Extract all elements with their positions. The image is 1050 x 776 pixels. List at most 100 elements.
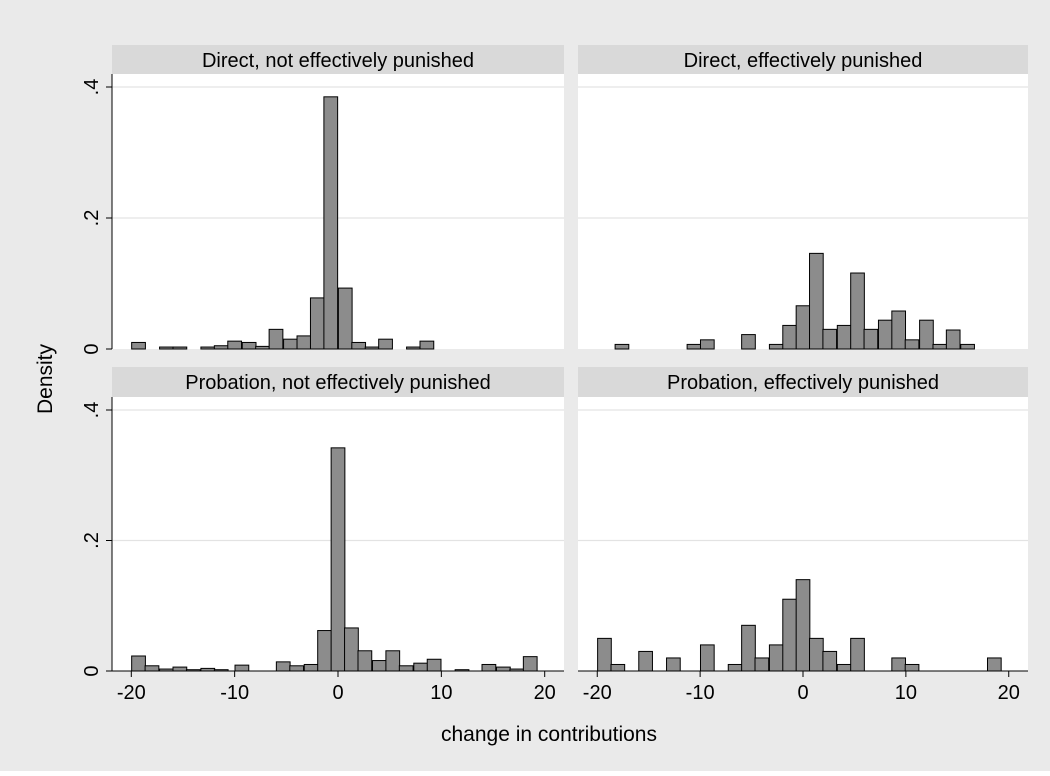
x-tick-label: -10	[686, 682, 715, 704]
histogram-bar	[919, 319, 934, 350]
histogram-bar	[371, 660, 387, 672]
histogram-bar	[782, 598, 797, 672]
histogram-bar	[610, 663, 626, 672]
histogram-bar	[891, 310, 907, 350]
histogram-bar	[822, 328, 838, 350]
facet-strip	[578, 45, 1028, 74]
y-tick-label: .4	[81, 402, 103, 419]
x-tick-label: 10	[895, 682, 917, 704]
histogram-bar	[795, 305, 811, 350]
y-tick-label: .4	[81, 79, 103, 96]
histogram-bar	[283, 338, 298, 350]
histogram-bar	[309, 297, 325, 350]
histogram-bar	[406, 346, 421, 350]
plot-area	[578, 74, 1028, 349]
histogram-bar	[419, 340, 435, 350]
histogram-bar	[144, 665, 160, 672]
x-tick-label: 20	[534, 682, 556, 704]
facet-panel-1: Direct, not effectively punished 0 .2 .4	[81, 45, 564, 355]
histogram-bar	[782, 324, 797, 350]
histogram-bar	[960, 343, 975, 350]
histogram-bar	[666, 657, 681, 672]
histogram-bar	[904, 663, 920, 672]
facet-panel-4: Probation, effectively punished -20 -10 0 10…	[578, 367, 1028, 704]
histogram-bar	[809, 637, 824, 672]
facet-title: Direct, not effectively punished	[202, 50, 474, 72]
y-tick-label: .2	[81, 210, 103, 227]
x-axis-label: change in contributions	[441, 723, 657, 746]
histogram-bar	[945, 329, 961, 350]
histogram-bar	[686, 343, 702, 350]
y-tick-label: 0	[81, 665, 103, 676]
facet-title: Probation, effectively punished	[667, 372, 939, 394]
histogram-bar	[159, 346, 174, 350]
histogram-bar	[891, 657, 907, 672]
histogram-bar	[741, 624, 756, 672]
y-tick-label: .2	[81, 532, 103, 549]
histogram-bar	[131, 341, 146, 350]
histogram-bar	[385, 650, 401, 672]
histogram-bar	[836, 324, 852, 350]
histogram-bar	[289, 665, 305, 672]
x-tick-label: -10	[220, 682, 249, 704]
x-tick-label: 10	[430, 682, 452, 704]
facet-strip	[112, 367, 564, 397]
histogram-bar	[296, 335, 312, 350]
facet-strip	[112, 45, 564, 74]
histogram-bar	[131, 655, 146, 672]
x-tick-label: 0	[797, 682, 808, 704]
histogram-bar	[344, 627, 359, 672]
histogram-bar	[522, 656, 538, 672]
histogram-bar	[809, 252, 824, 350]
facet-panel-2: Direct, effectively punished	[578, 45, 1028, 350]
histogram-bar	[836, 663, 852, 672]
histogram-bar	[850, 272, 865, 350]
x-tick-label: -20	[117, 682, 146, 704]
histogram-bar	[986, 657, 1002, 672]
facet-strip	[578, 367, 1028, 397]
histogram-bar	[741, 334, 756, 350]
histogram-bar	[398, 665, 414, 672]
histogram-bar	[863, 328, 879, 350]
facet-title: Direct, effectively punished	[684, 50, 923, 72]
histogram-bar	[699, 644, 715, 672]
panels-layer: Direct, not effectively punished 0 .2 .4 Dir…	[81, 45, 1028, 704]
histogram-bar	[597, 637, 612, 672]
histogram-bar	[768, 644, 784, 672]
histogram-bar	[378, 338, 393, 350]
x-tick-label: 0	[332, 682, 343, 704]
histogram-bar	[822, 650, 838, 672]
y-axis-label: Density	[34, 343, 57, 414]
histogram-bar	[172, 666, 188, 672]
histogram-bar	[303, 663, 319, 672]
histogram-bar	[364, 346, 380, 350]
facet-title: Probation, not effectively punished	[185, 372, 490, 394]
histogram-bar	[268, 328, 284, 350]
histogram-bar	[323, 96, 339, 350]
histogram-bar	[413, 662, 429, 672]
histogram-bar	[241, 341, 257, 350]
histogram-bar	[330, 447, 346, 672]
histogram-bar	[932, 343, 948, 350]
histogram-bar	[768, 343, 784, 350]
x-tick-label: 20	[998, 682, 1020, 704]
histogram-bar	[234, 664, 250, 672]
histogram-bar	[255, 345, 270, 350]
x-tick-label: -20	[583, 682, 612, 704]
histogram-bar	[351, 341, 367, 350]
histogram-bar	[638, 650, 653, 672]
histogram-bar	[337, 287, 353, 350]
histogram-bar	[317, 630, 332, 672]
histogram-bar	[172, 346, 188, 350]
histogram-bar	[877, 319, 893, 350]
histogram-bar	[699, 339, 715, 350]
facet-panel-3: Probation, not effectively punished 0 .2 .4…	[81, 367, 564, 704]
histogram-bar	[481, 663, 497, 672]
axes-layer: Density change in contributions	[34, 343, 657, 746]
histogram-bar	[850, 637, 865, 672]
histogram-bar	[754, 657, 770, 672]
histogram-bar	[904, 339, 920, 350]
histogram-bar	[357, 650, 373, 672]
